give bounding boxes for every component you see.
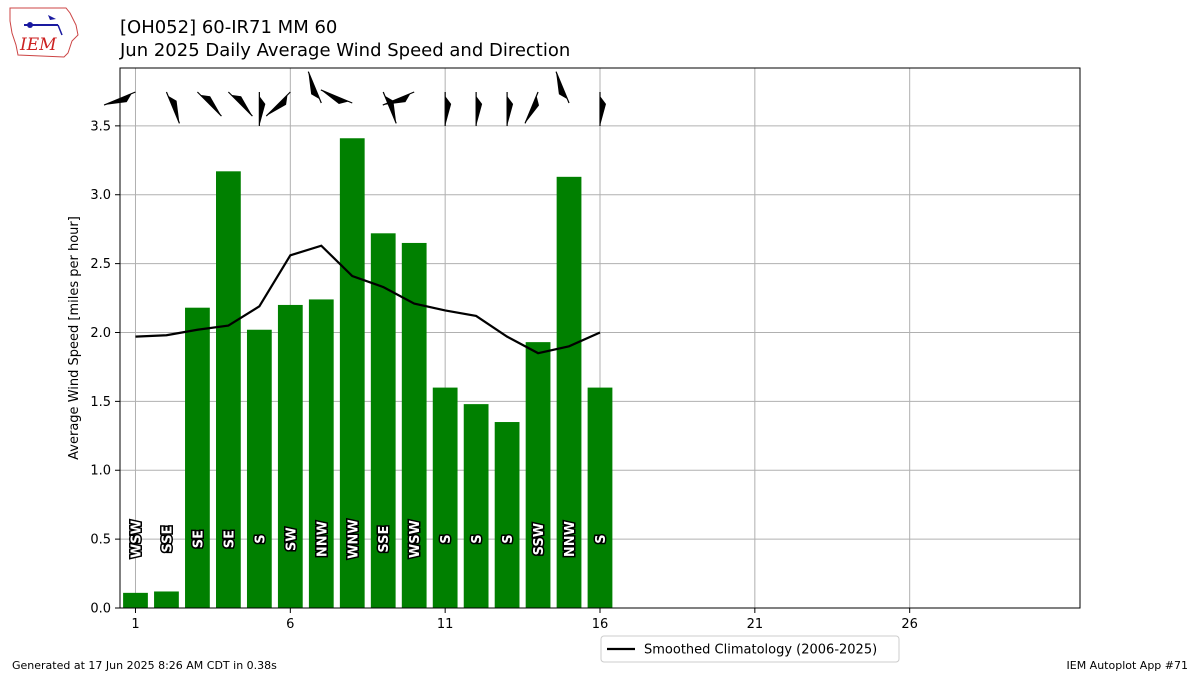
wind-barb-icon: [258, 92, 266, 126]
direction-label: WNW: [346, 519, 361, 559]
wind-barb-icon: [599, 92, 606, 126]
y-tick-label: 2.5: [90, 257, 111, 272]
wind-barb-icon: [555, 71, 570, 104]
direction-label: SE: [222, 530, 237, 548]
wind-barb-icon: [265, 91, 291, 117]
x-tick-label: 16: [592, 617, 609, 632]
wind-barb-icon: [227, 91, 253, 117]
bar: [216, 171, 241, 608]
bar: [432, 387, 458, 608]
bar: [587, 387, 613, 608]
y-axis-label: Average Wind Speed [miles per hour]: [67, 216, 82, 460]
direction-label: NNW: [315, 521, 330, 557]
wind-barb-icon: [506, 92, 514, 126]
x-tick-label: 21: [747, 617, 764, 632]
bar: [185, 307, 210, 608]
y-tick-label: 3.5: [90, 119, 111, 134]
x-tick-label: 11: [437, 617, 454, 632]
climatology-line: [135, 244, 601, 355]
y-tick-label: 0.5: [90, 533, 111, 548]
wind-barb-icon: [165, 91, 181, 124]
wind-barb-icon: [320, 89, 353, 104]
bar: [339, 138, 365, 608]
direction-label: S: [253, 534, 268, 543]
direction-label: S: [594, 534, 609, 543]
wind-barb-icon: [307, 71, 322, 104]
x-tick-label: 6: [286, 617, 294, 632]
direction-label: S: [501, 534, 516, 543]
legend-label: Smoothed Climatology (2006-2025): [644, 643, 877, 658]
direction-label: NNW: [563, 521, 578, 557]
direction-label: SE: [191, 530, 206, 548]
bar: [154, 591, 179, 608]
bar-series: [123, 138, 613, 608]
wind-barb-icon: [196, 91, 222, 117]
chart-title-station: [OH052] 60-IR71 MM 60: [120, 17, 338, 38]
direction-label: SW: [284, 527, 299, 551]
direction-label: WSW: [408, 520, 423, 558]
bar: [494, 422, 520, 608]
bar: [308, 299, 334, 608]
bar: [277, 304, 303, 608]
wind-barb-icon: [475, 92, 483, 126]
chart-title: Jun 2025 Daily Average Wind Speed and Di…: [120, 40, 571, 61]
generated-timestamp: Generated at 17 Jun 2025 8:26 AM CDT in …: [12, 659, 277, 672]
direction-label: SSW: [532, 523, 547, 555]
x-tick-label: 1: [131, 617, 139, 632]
bar: [463, 404, 489, 608]
bar: [246, 329, 272, 608]
y-tick-label: 0.0: [90, 602, 111, 617]
y-tick-label: 1.5: [90, 395, 111, 410]
bar: [123, 592, 148, 608]
logo-text: IEM: [19, 35, 57, 55]
axis-ticks: 1 6 11 16 21 260.00.51.01.52.02.53.03.5: [90, 119, 918, 632]
legend-box: [600, 635, 900, 663]
direction-label: S: [439, 534, 454, 543]
climatology-series: [135, 244, 601, 355]
iem-iowa-logo-icon: IEM: [9, 7, 79, 58]
wind-barb-icon: [382, 91, 415, 106]
x-tick-label: 26: [901, 617, 918, 632]
direction-labels: WSW SSE SE SE S SW NNW WNW SSE WSW S S S SSW NNW S: [128, 518, 611, 561]
app-label: IEM Autoplot App #71: [1066, 659, 1189, 672]
direction-label: SSE: [377, 526, 392, 553]
y-tick-label: 1.0: [90, 464, 111, 479]
direction-label: S: [470, 534, 485, 543]
direction-label: WSW: [129, 520, 144, 558]
bar: [525, 342, 551, 608]
legend: Smoothed Climatology (2006-2025): [600, 635, 900, 663]
wind-barbs: [103, 71, 606, 126]
bar: [556, 176, 582, 608]
wind-barb-icon: [524, 91, 540, 124]
y-tick-label: 2.0: [90, 326, 111, 341]
bar: [370, 233, 396, 608]
wind-barb-icon: [103, 91, 136, 106]
y-tick-label: 3.0: [90, 188, 111, 203]
wind-barb-icon: [382, 91, 397, 124]
direction-label: SSE: [160, 526, 175, 553]
wind-barb-icon: [444, 92, 452, 126]
iem-logo: IEM: [6, 5, 82, 63]
